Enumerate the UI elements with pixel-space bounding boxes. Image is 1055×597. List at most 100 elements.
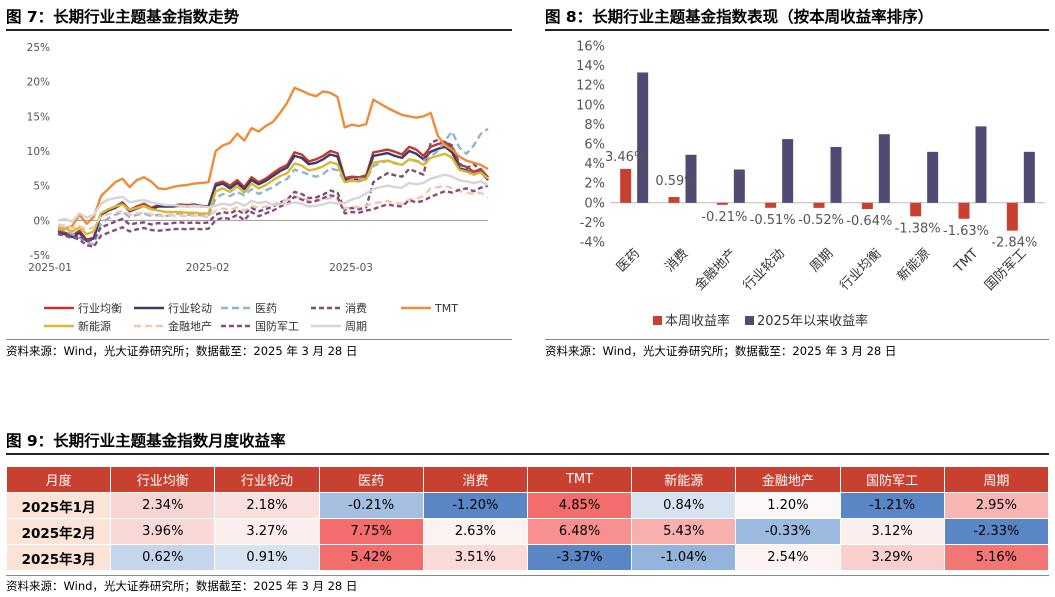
y-tick-label: -4% — [580, 236, 605, 251]
legend-swatch — [653, 316, 662, 325]
legend-label: 2025年以来收益率 — [757, 313, 868, 329]
y-tick-label: 10% — [576, 98, 605, 113]
legend-label: 消费 — [345, 301, 367, 315]
y-tick-label: 0% — [33, 215, 50, 227]
table-cell: -1.20% — [422, 492, 528, 519]
fig8-top-rule — [545, 29, 1049, 31]
y-tick-label: 12% — [576, 79, 605, 94]
table-row: 2025年2月 3.96% 3.27% 7.75% 2.63% 6.48% 5.43% -0.… — [5, 518, 1050, 545]
weekly-return-bar — [1006, 202, 1018, 231]
y-tick-label: 8% — [584, 118, 605, 133]
series-line-8 — [57, 184, 489, 248]
table-cell: 5.43% — [631, 518, 737, 545]
table-cell: 4.85% — [526, 492, 633, 519]
legend-label: 本周收益率 — [665, 313, 730, 329]
fig8-source: 资料来源：Wind，光大证券研究所；数据截至：2025 年 3 月 28 日 — [545, 344, 897, 358]
category-label: 行业轮动 — [741, 246, 788, 293]
ytd-return-bar — [878, 134, 890, 203]
legend-label: 行业轮动 — [168, 301, 212, 315]
legend-swatch — [745, 316, 754, 325]
ytd-return-bar — [733, 169, 745, 203]
ytd-return-bar — [782, 139, 794, 203]
y-tick-label: 2% — [584, 177, 605, 192]
category-label: TMT — [951, 246, 982, 277]
legend-label: 金融地产 — [168, 319, 212, 333]
weekly-return-bar — [668, 197, 680, 203]
data-label: -1.63% — [943, 224, 989, 239]
series-line-9 — [57, 173, 489, 223]
fig8-bottom-rule — [545, 339, 1049, 340]
table-header-cell: 行业均衡 — [110, 466, 216, 493]
x-tick-label: 2025-03 — [329, 262, 373, 274]
y-tick-label: 14% — [576, 59, 605, 74]
fig9-bottom-rule — [6, 575, 1049, 576]
table-cell: 3.12% — [839, 518, 945, 545]
category-label: 金融地产 — [692, 246, 740, 294]
table-cell: -3.37% — [526, 544, 633, 571]
table-cell: 6.48% — [526, 518, 633, 545]
weekly-return-bar — [620, 168, 632, 203]
legend-label: 新能源 — [78, 319, 111, 333]
data-label: -0.51% — [750, 213, 796, 228]
table-cell: -0.33% — [735, 518, 841, 545]
y-tick-label: 4% — [584, 157, 605, 172]
series-line-7 — [57, 184, 489, 232]
table-header-cell: 行业轮动 — [214, 466, 320, 493]
fig9-heat-table: 月度 行业均衡 行业轮动 医药 消费 TMT 新能源 金融地产 国防军工 周期 2025年1月 2.… — [5, 466, 1050, 571]
category-label: 国防军工 — [982, 246, 1030, 294]
y-tick-label: 20% — [27, 77, 50, 89]
table-header-cell: 消费 — [422, 466, 528, 493]
fig9-source: 资料来源：Wind，光大证券研究所；数据截至：2025 年 3 月 28 日 — [6, 579, 358, 593]
table-cell: 2.34% — [110, 492, 216, 519]
y-tick-label: 5% — [33, 181, 50, 193]
data-label: -0.21% — [701, 210, 747, 225]
table-header-cell: 金融地产 — [735, 466, 841, 493]
weekly-return-bar — [910, 202, 922, 217]
table-cell: -0.21% — [318, 492, 424, 519]
x-tick-label: 2025-01 — [28, 262, 72, 274]
row-month-label: 2025年1月 — [5, 492, 112, 519]
row-month-label: 2025年3月 — [5, 544, 112, 571]
table-cell: 2.18% — [214, 492, 320, 519]
table-cell: 3.96% — [110, 518, 216, 545]
ytd-return-bar — [975, 126, 987, 203]
fig9-top-rule — [6, 453, 1049, 455]
fig8-bar-chart: -4% -2% 0% 2% 4% 6% 8% 10% 12% 14% 16% 3.46% 医药 0.59%… — [576, 40, 1045, 329]
table-cell: 2.95% — [943, 492, 1050, 519]
fig8-title: 图 8：长期行业主题基金指数表现（按本周收益率排序） — [545, 8, 934, 26]
table-cell: 3.51% — [422, 544, 528, 571]
legend-label: TMT — [434, 302, 458, 315]
y-tick-label: -5% — [30, 250, 50, 262]
y-tick-label: 10% — [27, 146, 50, 158]
fig7-line-chart: -5% 0% 5% 10% 15% 20% 25% 2025-01 2025-02 2025-03… — [27, 42, 489, 333]
table-cell: -1.21% — [839, 492, 945, 519]
table-cell: 0.84% — [631, 492, 737, 519]
table-header-cell: 新能源 — [631, 466, 737, 493]
y-tick-label: -2% — [580, 216, 605, 231]
series-line-6 — [57, 152, 489, 236]
y-tick-label: 6% — [584, 138, 605, 153]
data-label: 3.46% — [605, 150, 646, 165]
data-label: -2.84% — [991, 236, 1037, 251]
y-tick-label: 25% — [27, 42, 50, 54]
table-cell: -2.33% — [943, 518, 1050, 545]
category-label: 新能源 — [894, 246, 933, 285]
x-tick-label: 2025-02 — [186, 262, 230, 274]
legend-label: 周期 — [345, 320, 367, 333]
y-tick-label: 16% — [576, 40, 605, 55]
fig7-bottom-rule — [6, 339, 512, 340]
ytd-return-bar — [685, 154, 697, 203]
weekly-return-bar — [861, 202, 873, 210]
table-cell: 7.75% — [318, 518, 424, 545]
weekly-return-bar — [958, 202, 970, 219]
category-label: 消费 — [662, 246, 691, 275]
table-row: 2025年1月 2.34% 2.18% -0.21% -1.20% 4.85% 0.84% 1… — [5, 492, 1050, 519]
table-cell: 5.16% — [943, 544, 1050, 571]
table-cell: 0.62% — [110, 544, 216, 571]
table-cell: 3.29% — [839, 544, 945, 571]
series-line-5 — [57, 86, 489, 230]
category-label: 医药 — [614, 246, 643, 275]
y-tick-label: 15% — [27, 111, 50, 123]
data-label: -0.64% — [846, 214, 892, 229]
table-header-cell: TMT — [526, 466, 633, 493]
